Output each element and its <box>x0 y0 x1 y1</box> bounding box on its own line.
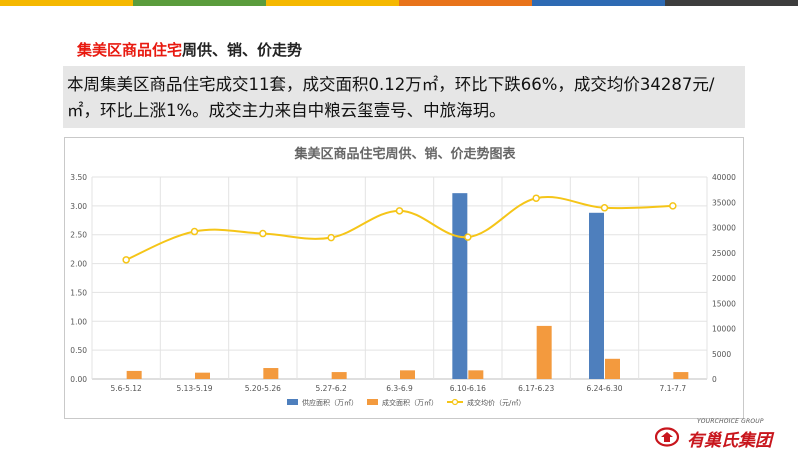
right-axis-tick-label: 25000 <box>712 249 736 258</box>
legend-label: 供应面积（万㎡） <box>302 398 358 407</box>
x-axis-tick-label: 7.1-7.7 <box>660 384 687 393</box>
bar-supply <box>589 212 604 379</box>
top-bar-segment <box>133 0 266 6</box>
right-axis-tick-label: 20000 <box>712 274 736 283</box>
summary-text: 本周集美区商品住宅成交11套，成交面积0.12万㎡，环比下跌66%，成交均价34… <box>67 75 715 120</box>
line-point-avg-price <box>464 233 472 241</box>
bar-sales <box>263 368 279 379</box>
x-axis-tick-label: 6.17-6.23 <box>518 384 554 393</box>
line-point-avg-price <box>669 202 677 210</box>
bar-sales <box>400 370 415 379</box>
x-axis-tick-label: 5.27-6.2 <box>315 384 347 393</box>
line-point-avg-price <box>600 204 609 212</box>
chart-title: 集美区商品住宅周供、销、价走势图表 <box>293 146 516 162</box>
bar-sales <box>195 372 210 379</box>
legend-label: 成交均价（元/㎡） <box>467 398 525 407</box>
left-axis-tick-label: 3.00 <box>70 202 87 211</box>
logo-name: 有巢氏集团 <box>687 431 772 451</box>
x-axis-tick-label: 6.3-6.9 <box>386 384 413 393</box>
logo-mark-icon <box>655 427 680 447</box>
top-bar-segment <box>266 0 399 6</box>
slide-title-rest: 周供、销、价走势 <box>182 41 303 59</box>
top-color-bar <box>0 0 798 6</box>
line-point-avg-price <box>259 229 267 238</box>
legend-swatch <box>367 399 378 405</box>
bar-sales <box>126 370 142 379</box>
top-bar-segment <box>532 0 665 6</box>
top-bar-segment <box>399 0 532 6</box>
line-point-avg-price <box>327 233 335 242</box>
right-axis-tick-label: 35000 <box>712 198 736 207</box>
right-axis-tick-label: 40000 <box>712 173 736 182</box>
left-axis-tick-label: 0.50 <box>70 346 87 355</box>
right-axis-tick-label: 0 <box>712 375 717 384</box>
line-point-avg-price <box>122 256 130 264</box>
right-axis-tick-label: 30000 <box>712 224 736 233</box>
right-axis-tick-label: 5000 <box>712 350 731 359</box>
slide-title-accent: 集美区商品住宅 <box>77 41 183 59</box>
x-axis-tick-label: 6.10-6.16 <box>450 384 486 393</box>
legend-label: 成交面积（万㎡） <box>382 398 438 407</box>
line-point-avg-price <box>395 207 404 215</box>
right-axis-tick-label: 15000 <box>712 299 736 308</box>
x-axis-tick-label: 5.13-5.19 <box>176 384 212 393</box>
bar-sales <box>673 372 689 379</box>
chart-panel: 集美区商品住宅周供、销、价走势图表 0.00 0.50 1.00 1.50 2.00 2.5… <box>64 137 744 419</box>
bar-supply <box>452 193 468 379</box>
bar-sales <box>331 372 347 379</box>
line-point-avg-price <box>532 194 540 202</box>
x-axis-tick-label: 5.6-5.12 <box>110 384 142 393</box>
x-axis-tick-label: 6.24-6.30 <box>586 384 622 393</box>
top-bar-segment <box>665 0 798 6</box>
left-axis-tick-label: 0.00 <box>70 375 87 384</box>
left-axis-tick-label: 2.50 <box>70 231 87 240</box>
legend-swatch-marker <box>451 398 459 406</box>
bar-sales <box>605 358 620 379</box>
company-logo: YOURCHOICE GROUP 有巢氏集团 <box>652 418 792 458</box>
top-bar-segment <box>0 0 133 6</box>
right-axis-tick-label: 10000 <box>712 325 736 334</box>
slide-title: 集美区商品住宅周供、销、价走势 <box>77 39 302 60</box>
bar-sales <box>468 370 484 379</box>
combo-chart: 集美区商品住宅周供、销、价走势图表 0.00 0.50 1.00 1.50 2.00 2.5… <box>70 146 736 407</box>
legend-swatch <box>287 399 298 405</box>
summary-box: 本周集美区商品住宅成交11套，成交面积0.12万㎡，环比下跌66%，成交均价34… <box>63 66 745 128</box>
bar-sales <box>536 325 552 379</box>
left-axis-tick-label: 1.50 <box>70 288 87 297</box>
left-axis-tick-label: 2.00 <box>70 260 87 269</box>
left-axis-tick-label: 1.00 <box>70 317 87 326</box>
line-point-avg-price <box>190 227 199 236</box>
left-axis-tick-label: 3.50 <box>70 173 87 182</box>
x-axis-tick-label: 5.20-5.26 <box>245 384 281 393</box>
logo-tagline: YOURCHOICE GROUP <box>697 418 764 425</box>
